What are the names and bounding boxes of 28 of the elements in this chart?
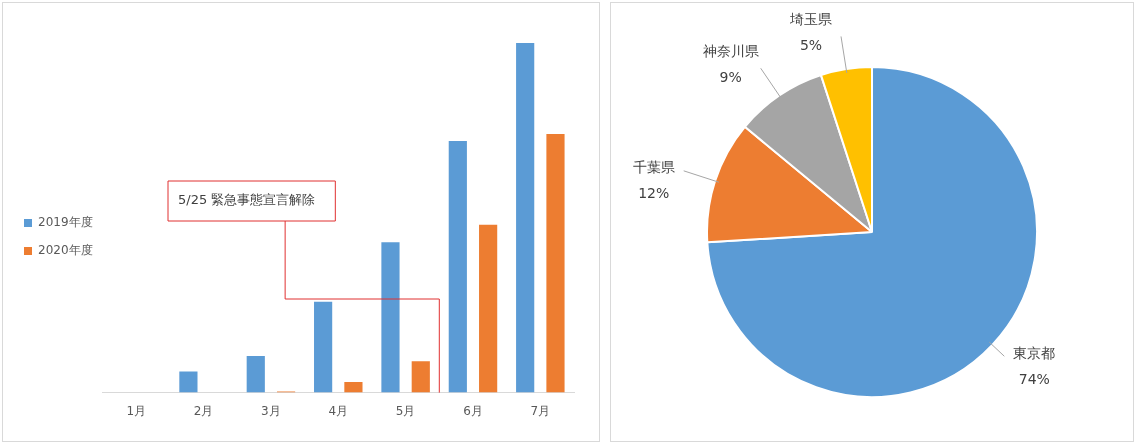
slice-label: 神奈川県 xyxy=(702,42,759,59)
data-label: 12% xyxy=(638,185,670,202)
bar xyxy=(411,361,430,393)
x-tick-label: 6月 xyxy=(463,403,483,418)
slice-label: 東京都 xyxy=(1013,344,1056,361)
x-tick-label: 3月 xyxy=(261,403,281,418)
annotation: 5/25 緊急事態宣言解除 xyxy=(178,192,316,208)
data-label: 5% xyxy=(799,37,823,54)
bar xyxy=(479,224,498,393)
data-label: 74% xyxy=(1018,370,1050,387)
slice-label: 埼玉県 xyxy=(789,11,833,28)
legend-label: 2020年度 xyxy=(38,243,93,258)
x-tick-label: 1月 xyxy=(126,403,147,418)
x-tick-label: 2月 xyxy=(193,403,214,418)
legend-label: 2019年度 xyxy=(38,215,93,230)
bar xyxy=(314,301,333,393)
bar xyxy=(546,133,565,393)
bar xyxy=(246,355,265,393)
data-label: 9% xyxy=(719,68,742,85)
bar xyxy=(516,43,535,393)
bar xyxy=(448,140,467,393)
bar xyxy=(381,242,400,393)
slice-label: 千葉県 xyxy=(632,159,675,176)
x-tick-label: 5月 xyxy=(395,403,416,418)
x-tick-label: 7月 xyxy=(530,403,551,418)
bar xyxy=(344,382,363,393)
bar xyxy=(179,371,198,393)
x-tick-label: 4月 xyxy=(328,403,349,418)
